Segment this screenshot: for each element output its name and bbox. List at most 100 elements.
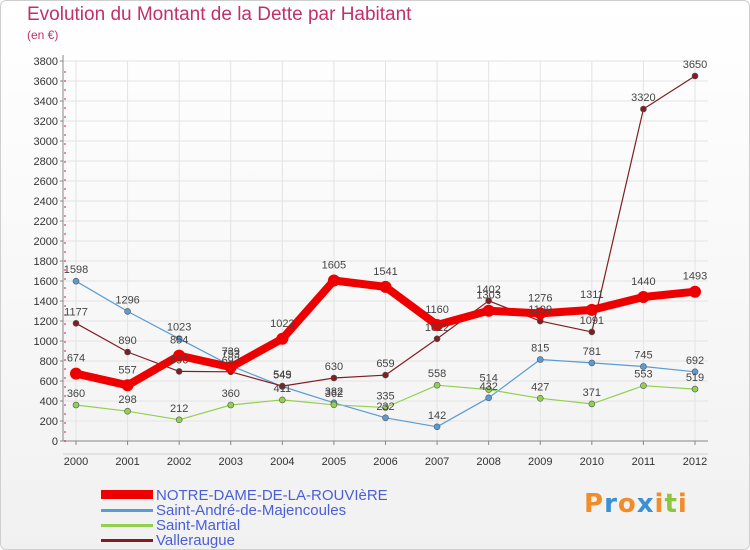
logo-letter: t bbox=[664, 489, 678, 519]
series-valleraugue-label: 659 bbox=[376, 358, 394, 370]
y-tick-label: 1800 bbox=[34, 256, 58, 268]
series-saint-martial-label: 427 bbox=[531, 381, 549, 393]
y-tick-label: 3200 bbox=[34, 116, 58, 128]
y-tick-label: 2200 bbox=[34, 216, 58, 228]
series-saint-martial-point bbox=[536, 394, 544, 402]
y-tick-label: 3400 bbox=[34, 96, 58, 108]
series-valleraugue-label: 890 bbox=[118, 335, 136, 347]
legend-label: Saint-Martial bbox=[156, 517, 241, 534]
series-notre-dame-de-la-rouvie-re-point bbox=[173, 349, 186, 362]
y-tick-label: 1400 bbox=[34, 296, 58, 308]
series-valleraugue-label: 1091 bbox=[580, 315, 604, 327]
data-labels: 1598 1296 1023 753 545 382 232 142 432 815 781 745 6… bbox=[64, 59, 707, 422]
series-saint-martial-label: 362 bbox=[325, 388, 343, 400]
series-notre-dame-de-la-rouvie-re-point bbox=[585, 303, 598, 316]
series-group bbox=[70, 72, 701, 431]
legend-swatch bbox=[101, 524, 153, 527]
series-saint-andre-de-majencoules-point bbox=[536, 356, 544, 363]
y-tick-label: 400 bbox=[40, 396, 58, 408]
series-notre-dame-de-la-rouvie-re-label: 557 bbox=[118, 364, 136, 376]
axes bbox=[62, 55, 708, 455]
series-notre-dame-de-la-rouvie-re-label: 1022 bbox=[270, 318, 294, 330]
series-saint-martial-label: 558 bbox=[428, 368, 446, 380]
x-tick-label: 2008 bbox=[476, 456, 500, 468]
series-saint-martial-label: 553 bbox=[634, 369, 652, 381]
series-valleraugue-point bbox=[175, 368, 183, 375]
line-chart: 0 200 400 600 800 1000 1200 1400 1600 1800 2000 220… bbox=[34, 55, 708, 468]
series-notre-dame-de-la-rouvie-re-point bbox=[224, 361, 237, 374]
series-valleraugue-label: 1177 bbox=[64, 306, 88, 318]
series-saint-andre-de-majencoules-label: 815 bbox=[531, 343, 549, 355]
series-saint-andre-de-majencoules-point bbox=[175, 335, 183, 343]
x-tick-label: 2003 bbox=[219, 456, 243, 468]
y-tick-label: 3000 bbox=[34, 136, 58, 148]
series-saint-martial-label: 371 bbox=[583, 387, 601, 399]
y-tick-label: 2600 bbox=[34, 176, 58, 188]
series-notre-dame-de-la-rouvie-re-point bbox=[637, 291, 650, 303]
series-notre-dame-de-la-rouvie-re-label: 1440 bbox=[631, 276, 655, 288]
series-saint-martial-label: 298 bbox=[118, 394, 136, 406]
series-valleraugue-label: 1199 bbox=[528, 304, 552, 316]
grid bbox=[63, 60, 708, 442]
series-saint-martial-point bbox=[72, 401, 80, 409]
series-valleraugue-point bbox=[691, 72, 699, 80]
x-tick-label: 2004 bbox=[270, 456, 294, 468]
series-saint-martial-label: 360 bbox=[67, 388, 85, 400]
series-saint-andre-de-majencoules-label: 692 bbox=[686, 355, 704, 367]
logo-letter: P bbox=[584, 489, 605, 519]
series-valleraugue-label: 630 bbox=[325, 361, 343, 373]
series-saint-andre-de-majencoules-point bbox=[691, 368, 699, 376]
series-notre-dame-de-la-rouvie-re-label: 674 bbox=[67, 353, 85, 365]
series-notre-dame-de-la-rouvie-re-label: 1311 bbox=[580, 289, 604, 301]
y-tick-label: 2400 bbox=[34, 196, 58, 208]
y-tick-label: 3600 bbox=[34, 76, 58, 88]
legend-swatch bbox=[101, 539, 153, 542]
series-saint-andre-de-majencoules-label: 1023 bbox=[167, 322, 191, 334]
series-saint-andre-de-majencoules-point bbox=[640, 363, 647, 370]
series-saint-martial-label: 212 bbox=[170, 403, 188, 415]
logo-letter: i bbox=[654, 489, 665, 519]
y-axis-ticks: 0 200 400 600 800 1000 1200 1400 1600 1800 2000 220… bbox=[34, 56, 63, 448]
series-saint-andre-de-majencoules-point bbox=[588, 359, 596, 367]
series-valleraugue-point bbox=[72, 319, 80, 327]
series-notre-dame-de-la-rouvie-re-label: 1493 bbox=[683, 271, 707, 283]
series-notre-dame-de-la-rouvie-re-point bbox=[327, 274, 340, 287]
series-saint-andre-de-majencoules-label: 753 bbox=[222, 349, 240, 361]
series-saint-andre-de-majencoules-point bbox=[433, 423, 441, 431]
series-saint-andre-de-majencoules-label: 382 bbox=[325, 386, 343, 398]
legend-label: NOTRE-DAME-DE-LA-ROUVIèRE bbox=[156, 487, 388, 504]
series-notre-dame-de-la-rouvie-re-label: 1160 bbox=[425, 304, 449, 316]
series-valleraugue-point bbox=[382, 371, 389, 379]
series-notre-dame-de-la-rouvie-re-point bbox=[534, 307, 547, 320]
series-saint-andre-de-majencoules-label: 781 bbox=[583, 346, 601, 358]
series-saint-martial-point bbox=[640, 382, 647, 390]
proxiti-logo: Proxiti bbox=[584, 489, 688, 519]
series-valleraugue-label: 549 bbox=[273, 369, 291, 381]
chart-subtitle: (en €) bbox=[27, 28, 59, 42]
y-tick-label: 1000 bbox=[34, 336, 58, 348]
series-saint-andre-de-majencoules-point bbox=[72, 277, 80, 285]
series-valleraugue-point bbox=[124, 348, 131, 356]
series-saint-andre-de-majencoules-label: 142 bbox=[428, 410, 446, 422]
logo-letter: r bbox=[604, 489, 618, 519]
series-saint-martial-label: 360 bbox=[222, 388, 240, 400]
series-valleraugue-point bbox=[485, 297, 492, 305]
series-valleraugue-point bbox=[279, 382, 286, 390]
legend-label: Valleraugue bbox=[156, 532, 235, 549]
series-saint-martial-point bbox=[124, 407, 131, 415]
y-tick-label: 1600 bbox=[34, 276, 58, 288]
series-saint-martial-point bbox=[227, 401, 235, 409]
series-valleraugue-label: 692 bbox=[222, 355, 240, 367]
series-notre-dame-de-la-rouvie-re-point bbox=[121, 379, 134, 392]
series-valleraugue-label: 696 bbox=[170, 354, 188, 366]
x-tick-label: 2012 bbox=[683, 456, 707, 468]
logo-letter: x bbox=[636, 489, 655, 519]
x-tick-label: 2006 bbox=[373, 456, 397, 468]
chart-title: Evolution du Montant de la Dette par Hab… bbox=[27, 4, 412, 25]
series-saint-martial-point bbox=[330, 401, 338, 409]
series-valleraugue-point bbox=[330, 374, 338, 382]
series-saint-andre-de-majencoules-label: 545 bbox=[273, 370, 291, 382]
series-valleraugue-point bbox=[640, 105, 647, 113]
series-notre-dame-de-la-rouvie-re-point bbox=[482, 304, 495, 317]
